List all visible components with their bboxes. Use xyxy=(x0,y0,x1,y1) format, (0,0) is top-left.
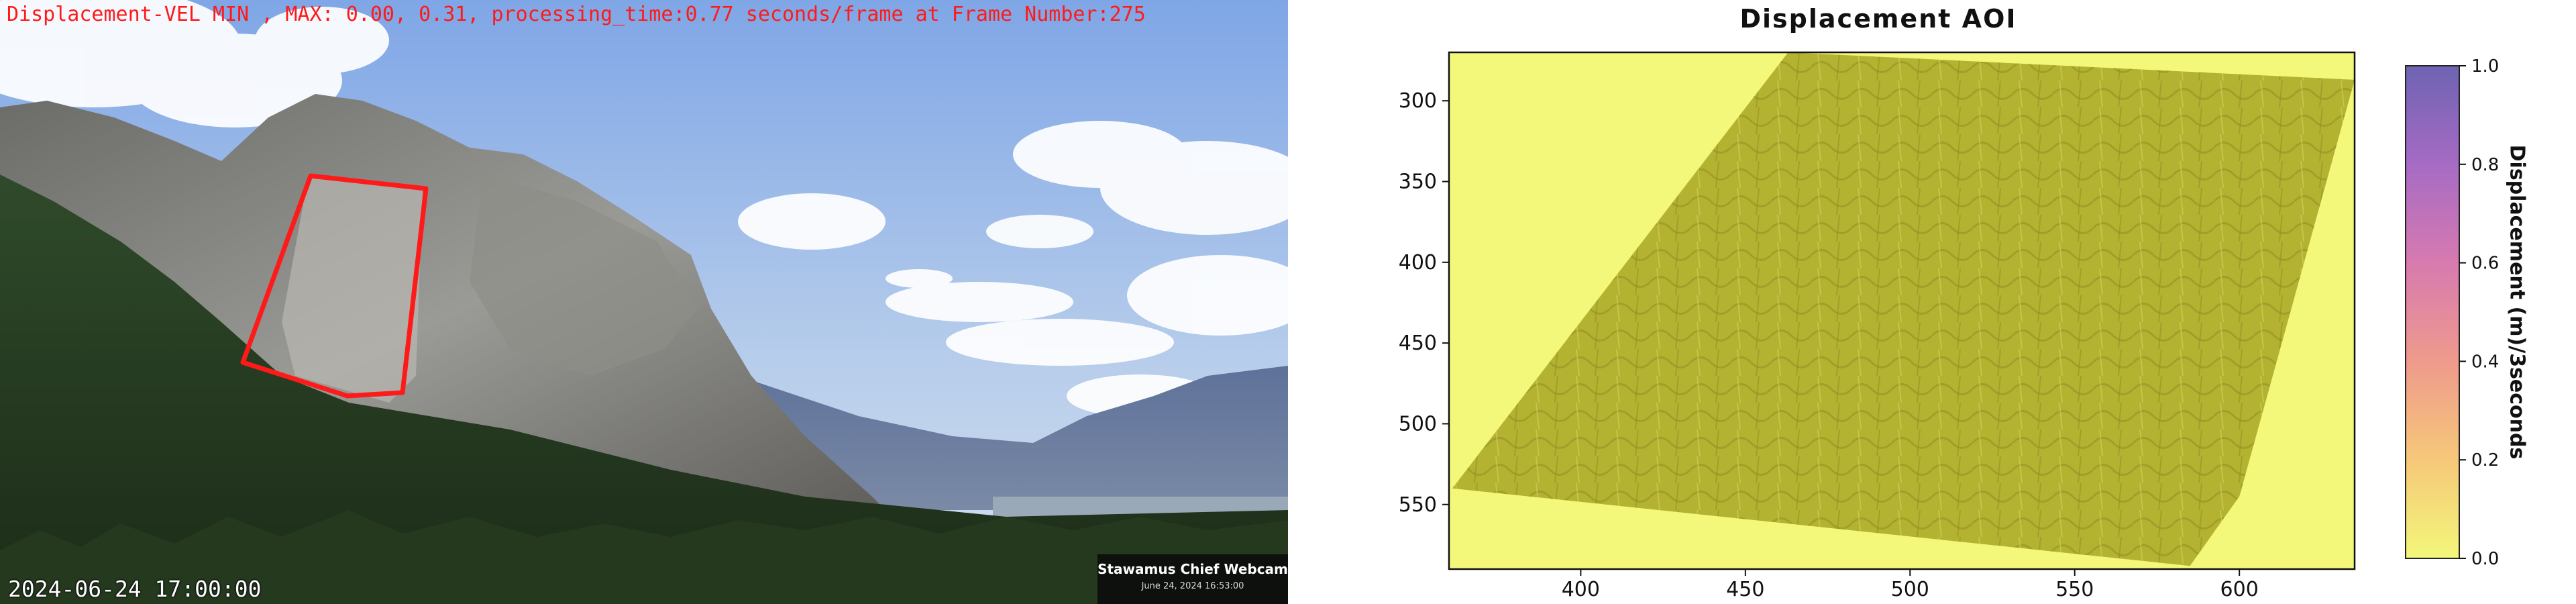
webcam-frame: Displacement-VEL MIN , MAX: 0.00, 0.31, … xyxy=(0,0,1288,604)
camera-label-date: June 24, 2024 16:53:00 xyxy=(1141,581,1244,591)
y-tick-label: 450 xyxy=(1399,332,1437,355)
colorbar-tick-label: 0.6 xyxy=(2471,254,2499,274)
forest xyxy=(0,174,1288,604)
axes-frame xyxy=(1448,51,2356,570)
y-tick-label: 350 xyxy=(1399,170,1437,194)
colorbar-tick-label: 1.0 xyxy=(2471,56,2499,77)
axes: 400 450 500 550 600 300 350 400 450 500 550 xyxy=(1399,51,2356,601)
rock-face-light xyxy=(282,174,423,403)
camera-label: Stawamus Chief Webcam June 24, 2024 16:5… xyxy=(1097,554,1288,604)
foreground-trees xyxy=(0,510,1288,604)
camera-label-title: Stawamus Chief Webcam xyxy=(1097,561,1288,577)
rock-face-right xyxy=(470,174,698,376)
displacement-plot: Displacement AOI 400 450 500 550 600 300 350 40… xyxy=(1288,0,2576,604)
y-tick-label: 550 xyxy=(1399,493,1437,517)
overlay-title: Displacement-VEL MIN , MAX: 0.00, 0.31, … xyxy=(7,3,1146,26)
y-tick-label: 500 xyxy=(1399,412,1437,436)
colorbar-tick-label: 0.0 xyxy=(2471,549,2499,569)
x-tick-label: 400 xyxy=(1562,578,1600,601)
frame-timestamp: 2024-06-24 17:00:00 xyxy=(8,576,262,602)
colorbar: 0.0 0.2 0.4 0.6 0.8 1.0 xyxy=(2405,56,2499,569)
colorbar-tick-label: 0.8 xyxy=(2471,155,2499,175)
y-tick-label: 300 xyxy=(1399,89,1437,113)
x-tick-label: 550 xyxy=(2055,578,2094,601)
x-tick-label: 600 xyxy=(2220,578,2259,601)
colorbar-gradient xyxy=(2405,65,2460,559)
y-tick-label: 400 xyxy=(1399,251,1437,274)
colorbar-label: Displacement (m)/3seconds xyxy=(2505,144,2529,460)
far-mountains xyxy=(738,366,1288,510)
clouds xyxy=(0,0,1288,417)
colorbar-tick-label: 0.4 xyxy=(2471,352,2499,372)
aoi-texture xyxy=(1452,52,2355,566)
x-tick-label: 500 xyxy=(1891,578,1929,601)
aoi-outline xyxy=(240,173,429,399)
webcam-scene xyxy=(0,0,1288,604)
plot-canvas: 400 450 500 550 600 300 350 400 450 500 550 0.0 0.2… xyxy=(1399,51,2499,601)
x-tick-label: 450 xyxy=(1726,578,1764,601)
colorbar-tick-label: 0.2 xyxy=(2471,450,2499,470)
plot-area xyxy=(1449,52,2355,569)
plot-title: Displacement AOI xyxy=(1739,4,2017,34)
